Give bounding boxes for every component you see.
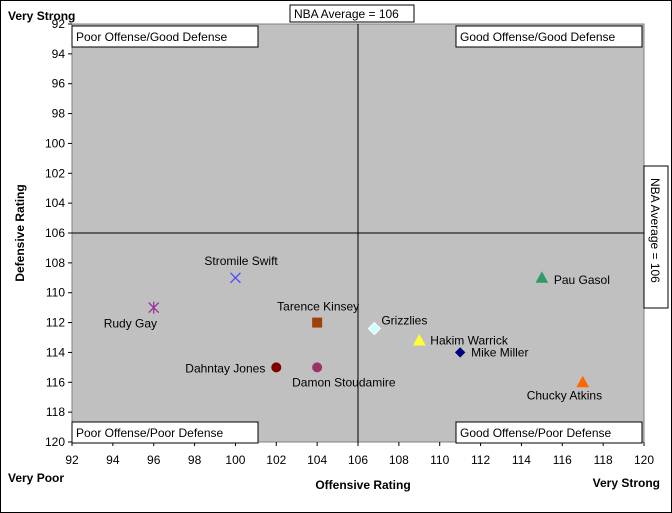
y-average-label-text: NBA Average = 106: [648, 178, 662, 283]
point-dahntay-jones: Dahntay Jones: [185, 361, 282, 375]
y-tick-label: 106: [45, 226, 65, 240]
y-tick-label: 100: [45, 136, 65, 150]
point-marker: [229, 272, 241, 284]
y-tick-label: 118: [46, 405, 65, 419]
y-tick-label: 110: [46, 286, 65, 300]
x-axis-title: Offensive Rating: [315, 478, 410, 492]
x-tick-label: 108: [389, 453, 409, 467]
x-tick-label: 112: [471, 453, 490, 467]
x-tick-label: 96: [147, 453, 161, 467]
point-rudy-gay: Rudy Gay: [104, 301, 160, 331]
quadrant-label-top-left-text: Poor Offense/Good Defense: [76, 30, 228, 44]
x-average-label-text: NBA Average = 106: [294, 7, 399, 21]
point-hakim-warrick: Hakim Warrick: [412, 333, 509, 347]
point-stromile-swift: Stromile Swift: [204, 254, 278, 284]
y-tick-label: 108: [45, 256, 65, 270]
x-tick-label: 104: [307, 453, 327, 467]
y-tick-label: 114: [46, 345, 65, 359]
point-marker: [312, 317, 323, 328]
point-marker: [367, 321, 382, 336]
y-axis-title: Defensive Rating: [13, 184, 27, 281]
quadrant-label-bottom-left-text: Poor Offense/Poor Defense: [76, 426, 224, 440]
point-marker: [454, 347, 466, 358]
x-tick-label: 106: [348, 453, 368, 467]
point-damon-stoudamire: Damon Stoudamire: [292, 362, 396, 389]
quadrant-label-bottom-left: Poor Offense/Poor Defense: [71, 421, 259, 444]
quadrant-label-bottom-right-text: Good Offense/Poor Defense: [460, 426, 612, 440]
x-tick-label: 94: [106, 453, 120, 467]
x-tick-label: 92: [65, 453, 79, 467]
point-marker: [148, 301, 160, 314]
point-label: Hakim Warrick: [430, 333, 509, 347]
corner-label-top-left: Very Strong: [8, 9, 75, 23]
x-tick-label: 98: [188, 453, 202, 467]
point-marker: [576, 375, 590, 388]
corner-label-bottom-right: Very Strong: [593, 476, 660, 490]
x-tick-label: 102: [266, 453, 286, 467]
y-axis-ticks: 92 94 96 98 100 102 104 106 108 110 112 114 116 118 12…: [45, 17, 72, 449]
x-tick-label: 110: [430, 453, 449, 467]
point-grizzlies: Grizzlies: [367, 314, 427, 336]
y-tick-label: 98: [52, 107, 66, 121]
y-tick-label: 94: [52, 47, 66, 61]
point-label: Damon Stoudamire: [292, 375, 396, 389]
x-average-label: NBA Average = 106: [289, 4, 415, 23]
point-tarence-kinsey: Tarence Kinsey: [277, 300, 359, 328]
point-chucky-atkins: Chucky Atkins: [527, 375, 602, 402]
point-marker: [312, 362, 323, 373]
point-label: Stromile Swift: [204, 254, 278, 268]
point-label: Pau Gasol: [554, 273, 610, 287]
x-tick-label: 118: [594, 453, 613, 467]
quadrant-label-top-left: Poor Offense/Good Defense: [71, 25, 259, 48]
point-label: Rudy Gay: [104, 317, 157, 331]
x-tick-label: 120: [634, 453, 654, 467]
x-tick-label: 114: [512, 453, 531, 467]
quadrant-label-bottom-right: Good Offense/Poor Defense: [455, 421, 643, 444]
point-label: Mike Miller: [471, 345, 528, 359]
y-tick-label: 112: [46, 316, 65, 330]
point-marker: [535, 271, 549, 283]
y-tick-label: 116: [46, 375, 65, 389]
x-axis-ticks: 92 94 96 98 100 102 104 106 108 110 112 114 116 118 12…: [65, 442, 654, 467]
point-label: Chucky Atkins: [527, 388, 602, 402]
point-label: Dahntay Jones: [185, 361, 265, 375]
data-points: Stromile Swift Rudy Gay Tarence Kinsey Griz…: [104, 254, 610, 403]
y-tick-label: 92: [52, 17, 66, 31]
y-average-label: NBA Average = 106: [643, 165, 669, 309]
point-label: Grizzlies: [381, 314, 427, 328]
quadrant-label-top-right-text: Good Offense/Good Defense: [460, 30, 616, 44]
y-tick-label: 96: [52, 77, 66, 91]
point-label: Tarence Kinsey: [277, 300, 359, 314]
corner-label-bottom-left: Very Poor: [8, 471, 64, 485]
x-tick-label: 100: [225, 453, 245, 467]
x-tick-label: 116: [553, 453, 572, 467]
point-mike-miller: Mike Miller: [454, 345, 528, 359]
point-marker: [412, 333, 426, 346]
y-tick-label: 120: [45, 435, 65, 449]
y-tick-label: 102: [45, 166, 65, 180]
point-marker: [271, 362, 282, 373]
y-tick-label: 104: [45, 196, 65, 210]
quadrant-label-top-right: Good Offense/Good Defense: [455, 25, 643, 48]
point-pau-gasol: Pau Gasol: [535, 271, 610, 287]
